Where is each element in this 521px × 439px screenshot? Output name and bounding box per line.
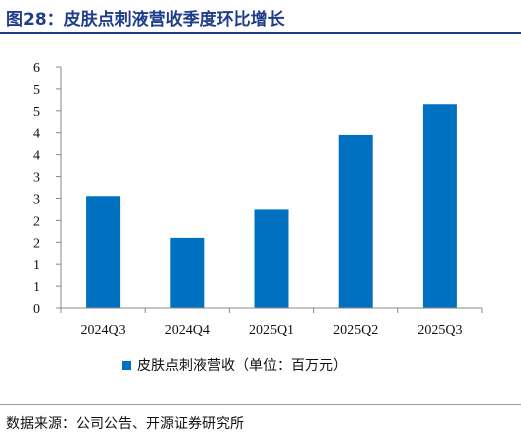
bar: [170, 237, 205, 308]
x-tick-label: 2025Q3: [417, 323, 462, 338]
source-note: 数据来源：公司公告、开源证券研究所: [6, 416, 244, 432]
legend-swatch: [122, 361, 131, 370]
y-tick-label: 5: [33, 83, 40, 98]
x-tick-label: 2025Q1: [249, 323, 294, 338]
x-tick-label: 2025Q2: [333, 323, 378, 338]
figure-title: 图28：皮肤点刺液营收季度环比增长: [6, 10, 285, 30]
y-tick-label: 3: [33, 192, 40, 207]
x-axis: 2024Q3 2024Q4 2025Q1 2025Q2 2025Q3: [60, 307, 483, 338]
y-tick-label: 1: [33, 258, 40, 273]
bars: [86, 104, 457, 308]
bar: [254, 209, 289, 308]
bar: [338, 134, 373, 308]
y-tick-label: 2: [33, 236, 40, 251]
x-tick-label: 2024Q4: [165, 323, 210, 338]
y-tick-label: 6: [33, 61, 40, 76]
bar: [422, 104, 457, 308]
legend: 皮肤点刺液营收（单位：百万元）: [122, 358, 347, 374]
y-tick-label: 5: [33, 105, 40, 120]
y-axis: 0 1 1 2 2 3 3 4 4 5 5 6: [33, 61, 62, 317]
legend-label: 皮肤点刺液营收（单位：百万元）: [137, 358, 347, 374]
y-tick-label: 3: [33, 171, 40, 186]
x-tick-label: 2024Q3: [81, 323, 126, 338]
y-tick-label: 2: [33, 214, 40, 229]
y-tick-label: 4: [33, 149, 40, 164]
source-divider: [0, 404, 521, 405]
y-tick-label: 0: [33, 302, 40, 317]
bar: [86, 196, 121, 308]
title-divider: [0, 32, 521, 34]
y-tick-label: 4: [33, 127, 40, 142]
y-tick-label: 1: [33, 280, 40, 295]
